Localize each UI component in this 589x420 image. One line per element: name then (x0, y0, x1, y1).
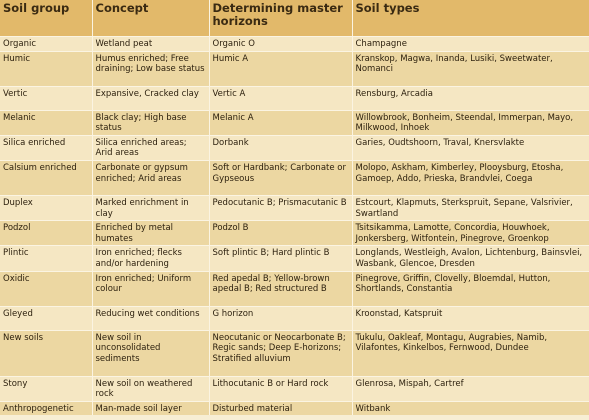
cell-concept: Marked enrichment in clay (92, 194, 210, 221)
cell-soil-group: New soils (0, 329, 93, 377)
cell-soil-types: Champagne (352, 36, 589, 52)
cell-master-horizons: Organic O (209, 36, 353, 52)
cell-soil-group: Anthropogenetic (0, 400, 93, 416)
cell-soil-group: Organic (0, 36, 93, 52)
cell-concept: Carbonate or gypsum enriched; Arid areas (92, 159, 210, 196)
table-row: Calsium enriched Carbonate or gypsum enr… (0, 159, 589, 196)
cell-soil-types: Estcourt, Klapmuts, Sterkspruit, Sepane,… (352, 194, 589, 221)
cell-concept: Expansive, Cracked clay (92, 85, 210, 111)
cell-master-horizons: Soft or Hardbank; Carbonate or Gypseous (209, 159, 353, 196)
table-row: Humic Humus enriched; Free draining; Low… (0, 50, 589, 87)
cell-soil-group: Vertic (0, 85, 93, 111)
cell-master-horizons: Podzol B (209, 220, 353, 246)
cell-master-horizons: Humic A (209, 50, 353, 87)
cell-concept: New soil in unconsolidated sediments (92, 329, 210, 377)
cell-soil-group: Plintic (0, 245, 93, 272)
cell-soil-group: Duplex (0, 194, 93, 221)
cell-master-horizons: Disturbed material (209, 400, 353, 416)
cell-soil-group: Stony (0, 375, 93, 402)
cell-soil-group: Oxidic (0, 270, 93, 307)
cell-soil-types: Tukulu, Oakleaf, Montagu, Augrabies, Nam… (352, 329, 589, 377)
cell-soil-types: Rensburg, Arcadia (352, 85, 589, 111)
cell-concept: Wetland peat (92, 36, 210, 52)
cell-soil-types: Garies, Oudtshoorn, Traval, Knersvlakte (352, 134, 589, 161)
cell-soil-types: Tsitsikamma, Lamotte, Concordia, Houwhoe… (352, 220, 589, 246)
cell-master-horizons: Soft plintic B; Hard plintic B (209, 245, 353, 272)
table-row: Organic Wetland peat Organic O Champagne (0, 36, 589, 52)
cell-soil-group: Calsium enriched (0, 159, 93, 196)
cell-master-horizons: Melanic A (209, 109, 353, 136)
cell-soil-types: Witbank (352, 400, 589, 416)
table-row: Podzol Enriched by metal humates Podzol … (0, 220, 589, 246)
cell-soil-types: Kroonstad, Katspruit (352, 305, 589, 331)
cell-soil-group: Gleyed (0, 305, 93, 331)
cell-concept: Humus enriched; Free draining; Low base … (92, 50, 210, 87)
cell-soil-group: Podzol (0, 220, 93, 246)
cell-soil-types: Pinegrove, Griffin, Clovelly, Bloemdal, … (352, 270, 589, 307)
cell-soil-types: Kranskop, Magwa, Inanda, Lusiki, Sweetwa… (352, 50, 589, 87)
table-row: Gleyed Reducing wet conditions G horizon… (0, 305, 589, 331)
table-row: New soils New soil in unconsolidated sed… (0, 329, 589, 377)
table-row: Anthropogenetic Man-made soil layer Dist… (0, 400, 589, 416)
header-master-horizons: Determining master horizons (209, 0, 353, 37)
cell-concept: Silica enriched areas; Arid areas (92, 134, 210, 161)
header-soil-types: Soil types (352, 0, 589, 37)
cell-soil-types: Willowbrook, Bonheim, Steendal, Immerpan… (352, 109, 589, 136)
cell-soil-types: Glenrosa, Mispah, Cartref (352, 375, 589, 402)
cell-master-horizons: Red apedal B; Yellow-brown apedal B; Red… (209, 270, 353, 307)
cell-concept: Reducing wet conditions (92, 305, 210, 331)
cell-soil-types: Longlands, Westleigh, Avalon, Lichtenbur… (352, 245, 589, 272)
cell-concept: New soil on weathered rock (92, 375, 210, 402)
table-row: Melanic Black clay; High base status Mel… (0, 109, 589, 136)
table-row: Oxidic Iron enriched; Uniform colour Red… (0, 270, 589, 307)
cell-master-horizons: Vertic A (209, 85, 353, 111)
cell-soil-types: Molopo, Askham, Kimberley, Plooysburg, E… (352, 159, 589, 196)
table-row: Stony New soil on weathered rock Lithocu… (0, 375, 589, 402)
table-row: Plintic Iron enriched; flecks and/or har… (0, 245, 589, 272)
table-row: Silica enriched Silica enriched areas; A… (0, 134, 589, 161)
cell-master-horizons: Neocutanic or Neocarbonate B; Regic sand… (209, 329, 353, 377)
header-soil-group: Soil group (0, 0, 93, 37)
cell-soil-group: Silica enriched (0, 134, 93, 161)
cell-master-horizons: Pedocutanic B; Prismacutanic B (209, 194, 353, 221)
cell-concept: Man-made soil layer (92, 400, 210, 416)
cell-concept: Iron enriched; Uniform colour (92, 270, 210, 307)
cell-soil-group: Melanic (0, 109, 93, 136)
header-concept: Concept (92, 0, 210, 37)
cell-concept: Iron enriched; flecks and/or hardening (92, 245, 210, 272)
cell-master-horizons: G horizon (209, 305, 353, 331)
cell-concept: Enriched by metal humates (92, 220, 210, 246)
cell-concept: Black clay; High base status (92, 109, 210, 136)
cell-master-horizons: Lithocutanic B or Hard rock (209, 375, 353, 402)
table-row: Vertic Expansive, Cracked clay Vertic A … (0, 85, 589, 111)
header-row: Soil group Concept Determining master ho… (0, 0, 589, 37)
table-row: Duplex Marked enrichment in clay Pedocut… (0, 194, 589, 221)
cell-soil-group: Humic (0, 50, 93, 87)
cell-master-horizons: Dorbank (209, 134, 353, 161)
